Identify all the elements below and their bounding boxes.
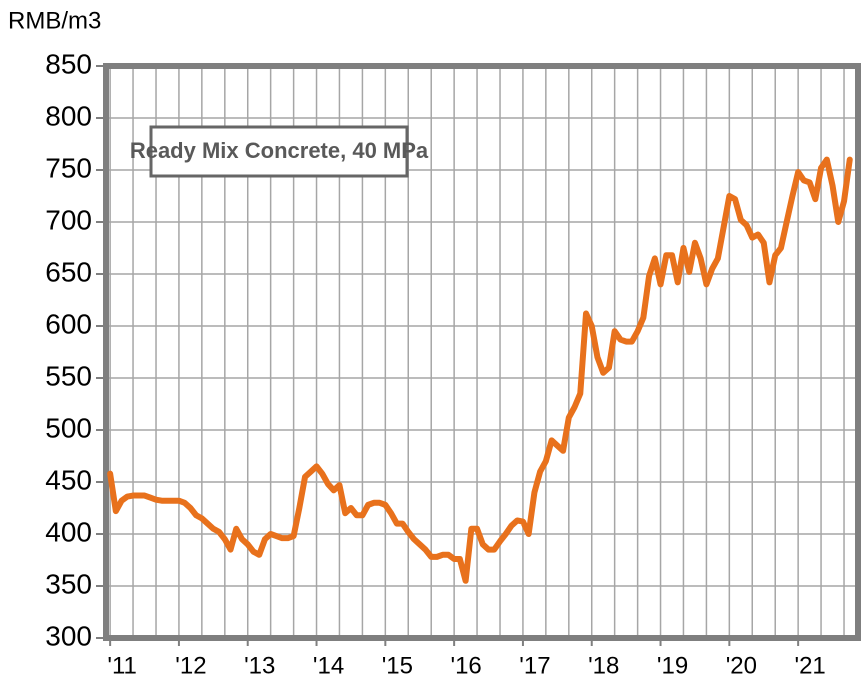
y-axis-label: RMB/m3 [8,7,101,34]
y-tick-label: 300 [45,620,92,651]
title-box [149,125,409,178]
data-line [107,156,853,584]
y-tick-label: 500 [45,412,92,443]
y-tick-label: 750 [45,152,92,183]
x-tick-label: '15 [382,652,413,679]
x-tick-label: '21 [795,652,826,679]
y-tick-label: 350 [45,568,92,599]
y-tick-label: 450 [45,464,92,495]
y-tick-label: 400 [45,516,92,547]
x-tick-label: '13 [244,652,275,679]
y-tick-label: 550 [45,360,92,391]
plot-frame [103,63,861,641]
y-tick-label: 650 [45,256,92,287]
x-tick-label: '19 [657,652,688,679]
y-tick-label: 600 [45,308,92,339]
x-tick-label: '14 [313,652,344,679]
x-tick-label: '18 [588,652,619,679]
y-tick-label: 700 [45,204,92,235]
x-tick-label: '16 [450,652,481,679]
x-tick-label: '17 [519,652,550,679]
chart-title: Ready Mix Concrete, 40 MPa [130,138,429,163]
x-tick-label: '11 [107,652,137,679]
x-tick-label: '12 [175,652,206,679]
y-tick-label: 850 [45,48,92,79]
y-tick-label: 800 [45,100,92,131]
x-tick-label: '20 [726,652,757,679]
